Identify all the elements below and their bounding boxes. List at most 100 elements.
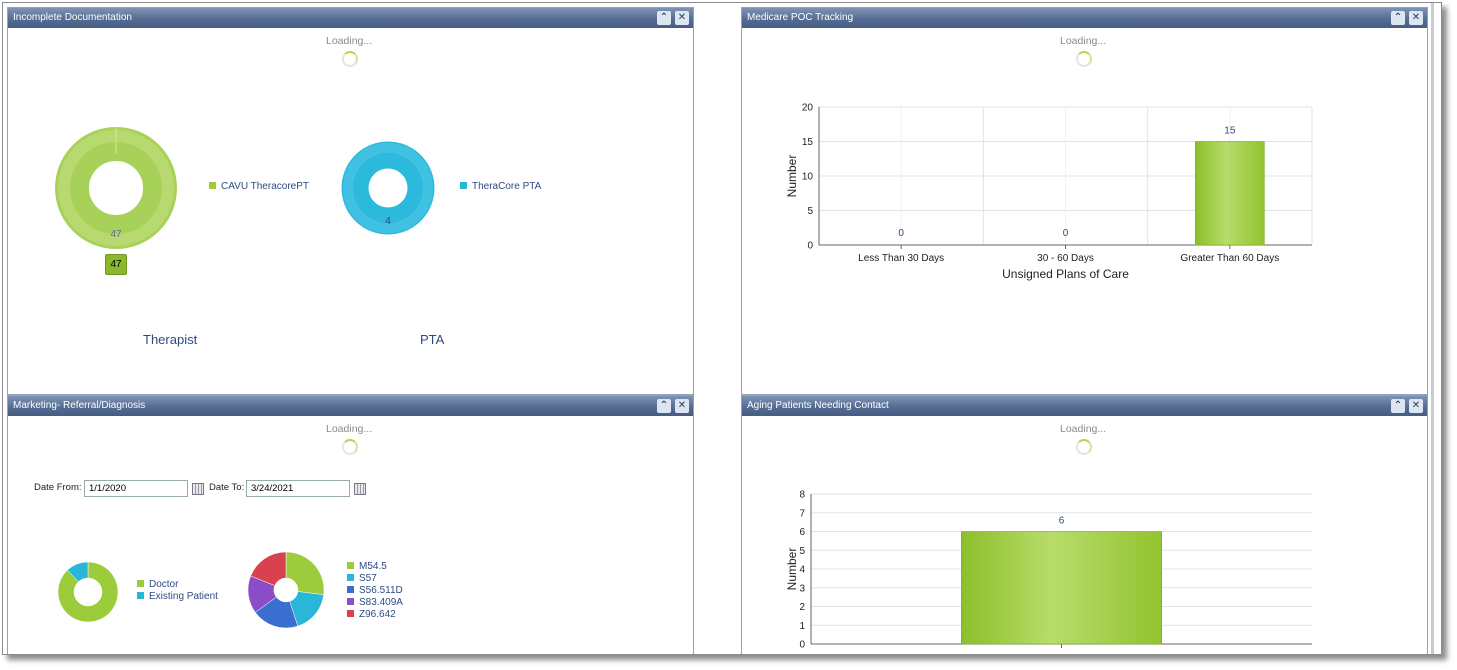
- panel-title: Medicare POC Tracking: [747, 12, 854, 23]
- pta-legend: TheraCore PTA: [460, 181, 541, 193]
- donut-value-label: 4: [385, 216, 391, 227]
- bar[interactable]: [1195, 141, 1265, 246]
- panel-title: Aging Patients Needing Contact: [747, 400, 889, 411]
- badge-value: 47: [110, 259, 122, 270]
- panel-header[interactable]: Incomplete Documentation: [8, 8, 693, 28]
- close-icon[interactable]: ✕: [1409, 11, 1423, 25]
- panel-header[interactable]: Medicare POC Tracking: [742, 8, 1427, 28]
- y-tick-label: 0: [799, 640, 805, 651]
- legend-label: S56.511D: [359, 585, 403, 596]
- legend-swatch: [347, 610, 354, 617]
- legend-item[interactable]: Z96.642: [347, 609, 403, 621]
- pie-slice[interactable]: [57, 561, 119, 623]
- legend-item[interactable]: S83.409A: [347, 597, 403, 609]
- loading-spinner-icon: [1076, 51, 1092, 67]
- close-icon[interactable]: ✕: [1409, 399, 1423, 413]
- therapist-legend: CAVU TheracorePT: [209, 181, 309, 193]
- diagnosis-legend: M54.5 S57 S56.511D S83.409A Z96.642: [347, 561, 403, 621]
- diagnosis-donut-chart: [247, 551, 325, 629]
- panel-header[interactable]: Marketing- Referral/Diagnosis: [8, 396, 693, 416]
- y-tick-label: 5: [799, 546, 805, 557]
- collapse-icon[interactable]: ⌃: [1391, 11, 1405, 25]
- donut-slice[interactable]: [55, 127, 177, 249]
- x-tick-label: Greater Than 60 Days: [1180, 253, 1279, 264]
- legend-swatch: [347, 574, 354, 581]
- loading-spinner-icon: [342, 51, 358, 67]
- legend-swatch: [347, 562, 354, 569]
- legend-swatch: [347, 598, 354, 605]
- close-icon[interactable]: ✕: [675, 399, 689, 413]
- x-axis-title: Unsigned Plans of Care: [1002, 267, 1129, 281]
- date-to-label: Date To:: [209, 482, 245, 493]
- y-tick-label: 10: [802, 172, 814, 183]
- donut-value-label: 47: [110, 229, 122, 240]
- loading-text: Loading...: [1060, 423, 1107, 435]
- legend-item[interactable]: S57: [347, 573, 403, 585]
- panel-title: Marketing- Referral/Diagnosis: [13, 400, 146, 411]
- collapse-icon[interactable]: ⌃: [657, 399, 671, 413]
- legend-swatch: [137, 580, 144, 587]
- loading-text: Loading...: [326, 35, 373, 47]
- dashboard: Incomplete Documentation ⌃ ✕ Loading... …: [2, 2, 1442, 655]
- legend-swatch: [460, 182, 467, 189]
- legend-label: Doctor: [149, 579, 179, 590]
- pie-slice[interactable]: [250, 551, 287, 586]
- y-tick-label: 1: [799, 621, 805, 632]
- collapse-icon[interactable]: ⌃: [1391, 399, 1405, 413]
- pie-slice[interactable]: [285, 551, 325, 596]
- legend-item[interactable]: Existing Patient: [137, 591, 218, 603]
- data-label: 15: [1224, 126, 1236, 137]
- aging-patients-panel: Aging Patients Needing Contact ⌃ ✕ Loadi…: [741, 395, 1428, 654]
- legend-label: Z96.642: [359, 609, 396, 620]
- y-tick-label: 5: [807, 206, 813, 217]
- therapist-donut-chart: 47: [55, 127, 177, 249]
- legend-item[interactable]: TheraCore PTA: [460, 181, 541, 193]
- medicare-bar-chart: 0 5 10 15 20 0 Less Than 30 Days 0 30 - 60 Days 1…: [785, 103, 1313, 281]
- legend-item[interactable]: Doctor: [137, 579, 218, 591]
- therapist-count-badge[interactable]: 47: [105, 254, 127, 275]
- y-axis-title: Number: [785, 548, 799, 591]
- legend-swatch: [209, 182, 216, 189]
- y-tick-label: 20: [802, 103, 814, 114]
- legend-label: M54.5: [359, 561, 387, 572]
- legend-label: S83.409A: [359, 597, 403, 608]
- donut-highlight: [343, 143, 433, 233]
- y-tick-label: 4: [799, 565, 805, 576]
- medicare-poc-panel: Medicare POC Tracking ⌃ ✕ Loading... 0 5 1…: [741, 7, 1428, 395]
- calendar-icon[interactable]: [192, 483, 204, 495]
- legend-label: S57: [359, 573, 377, 584]
- panel-header[interactable]: Aging Patients Needing Contact: [742, 396, 1427, 416]
- legend-swatch: [347, 586, 354, 593]
- window-right-border: [1431, 3, 1434, 654]
- panel-title: Incomplete Documentation: [13, 12, 132, 23]
- data-label: 0: [1063, 228, 1069, 239]
- legend-item[interactable]: M54.5: [347, 561, 403, 573]
- date-to-input[interactable]: [246, 480, 350, 497]
- legend-swatch: [137, 592, 144, 599]
- legend-item[interactable]: CAVU TheracorePT: [209, 181, 309, 193]
- pta-caption: PTA: [420, 332, 445, 347]
- legend-label: TheraCore PTA: [472, 181, 542, 192]
- legend-label: CAVU TheracorePT: [221, 181, 309, 192]
- loading-text: Loading...: [1060, 35, 1107, 47]
- y-tick-label: 8: [799, 490, 805, 501]
- therapist-caption: Therapist: [143, 332, 198, 347]
- collapse-icon[interactable]: ⌃: [657, 11, 671, 25]
- close-icon[interactable]: ✕: [675, 11, 689, 25]
- date-from-input[interactable]: [84, 480, 188, 497]
- data-label: 6: [1059, 516, 1065, 527]
- y-tick-label: 0: [807, 241, 813, 252]
- bar[interactable]: [961, 531, 1162, 645]
- pie-slice[interactable]: [67, 561, 89, 583]
- referral-donut-chart: [57, 561, 119, 623]
- y-tick-label: 15: [802, 137, 814, 148]
- legend-item[interactable]: S56.511D: [347, 585, 403, 597]
- referral-legend: Doctor Existing Patient: [137, 579, 218, 603]
- y-tick-label: 2: [799, 602, 805, 613]
- donut-slice[interactable]: [341, 141, 435, 235]
- calendar-icon[interactable]: [354, 483, 366, 495]
- legend-label: Existing Patient: [149, 591, 218, 602]
- x-tick-label: Less Than 30 Days: [858, 253, 944, 264]
- pta-donut-chart: 4: [341, 141, 435, 235]
